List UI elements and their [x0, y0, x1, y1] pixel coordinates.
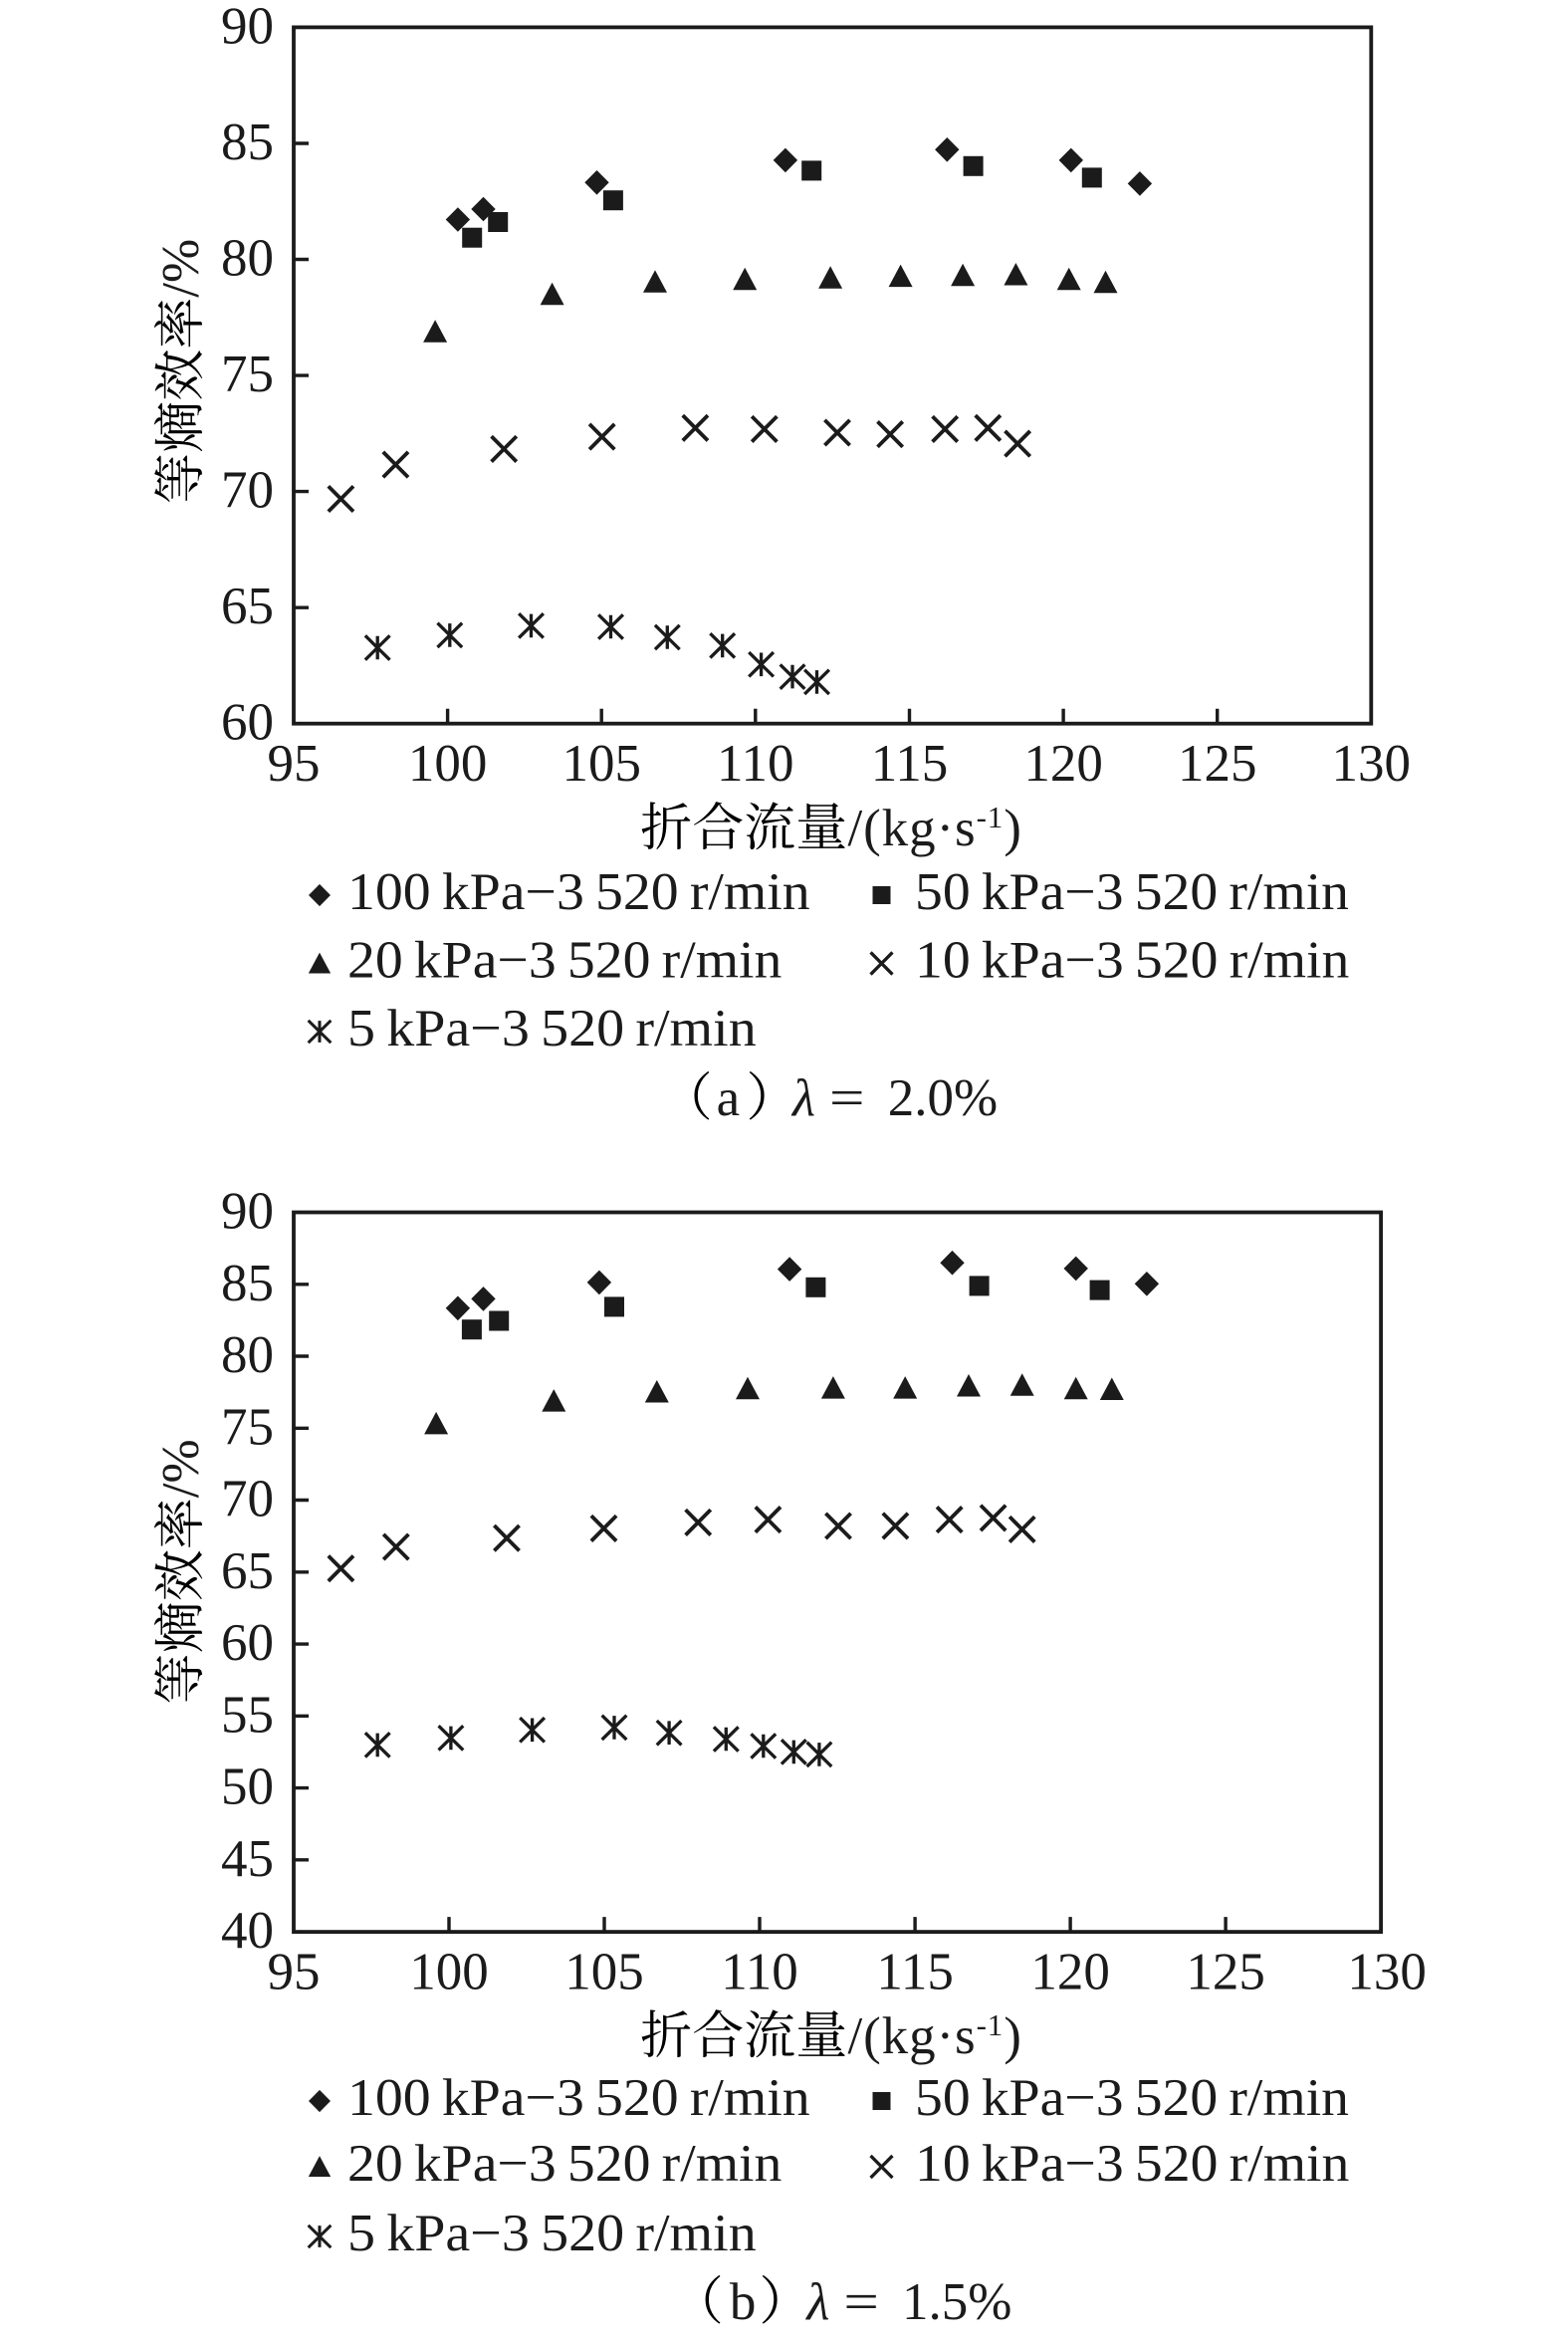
- svg-text:75: 75: [221, 1398, 274, 1456]
- svg-text:90: 90: [221, 1183, 274, 1241]
- svg-text:105: 105: [564, 1943, 644, 2000]
- svg-text:110: 110: [721, 1943, 798, 2000]
- svg-text:75: 75: [221, 346, 274, 403]
- svg-text:=: =: [829, 1069, 865, 1127]
- svg-text:70: 70: [221, 462, 274, 520]
- svg-text:115: 115: [871, 735, 949, 793]
- svg-text:80: 80: [221, 230, 274, 288]
- svg-text:80: 80: [221, 1326, 274, 1384]
- svg-text:85: 85: [221, 1255, 274, 1312]
- svg-text:/(kg·s-1): /(kg·s-1): [848, 800, 1022, 857]
- svg-text:85: 85: [221, 114, 274, 171]
- svg-text:20 kPa−3 520 r/min: 20 kPa−3 520 r/min: [347, 2135, 782, 2193]
- svg-text:50: 50: [221, 1758, 274, 1816]
- svg-text:100 kPa−3 520 r/min: 100 kPa−3 520 r/min: [347, 863, 810, 921]
- svg-text:10 kPa−3 520 r/min: 10 kPa−3 520 r/min: [915, 932, 1349, 990]
- svg-text:130: 130: [1332, 735, 1412, 793]
- svg-text:125: 125: [1178, 735, 1257, 793]
- svg-text:50 kPa−3 520 r/min: 50 kPa−3 520 r/min: [915, 863, 1349, 921]
- svg-text:1.5%: 1.5%: [902, 2273, 1011, 2331]
- svg-text:55: 55: [221, 1686, 274, 1744]
- svg-text:20 kPa−3 520 r/min: 20 kPa−3 520 r/min: [347, 932, 782, 990]
- svg-text:105: 105: [561, 735, 641, 793]
- svg-text:60: 60: [221, 694, 274, 752]
- svg-text:5 kPa−3 520 r/min: 5 kPa−3 520 r/min: [347, 1000, 757, 1057]
- svg-text:60: 60: [221, 1614, 274, 1672]
- svg-text:125: 125: [1186, 1943, 1265, 2000]
- svg-text:/%: /%: [152, 1439, 210, 1498]
- svg-text:120: 120: [1030, 1943, 1110, 2000]
- svg-text:a: a: [717, 1069, 741, 1127]
- svg-text:40: 40: [221, 1902, 274, 1960]
- svg-text:λ: λ: [804, 2273, 829, 2331]
- svg-text:115: 115: [876, 1943, 954, 2000]
- svg-text:=: =: [843, 2273, 879, 2331]
- svg-text:/(kg·s-1): /(kg·s-1): [848, 2007, 1022, 2065]
- svg-text:10 kPa−3 520 r/min: 10 kPa−3 520 r/min: [915, 2135, 1349, 2193]
- svg-text:70: 70: [221, 1471, 274, 1528]
- svg-text:95: 95: [268, 1943, 321, 2000]
- svg-text:b: b: [730, 2273, 757, 2331]
- svg-text:65: 65: [221, 578, 274, 635]
- svg-text:130: 130: [1347, 1943, 1427, 2000]
- svg-text:100: 100: [409, 1943, 489, 2000]
- svg-text:5 kPa−3 520 r/min: 5 kPa−3 520 r/min: [347, 2205, 757, 2262]
- svg-text:100: 100: [408, 735, 488, 793]
- svg-text:90: 90: [221, 0, 274, 55]
- svg-text:110: 110: [717, 735, 794, 793]
- svg-text:45: 45: [221, 1830, 274, 1888]
- svg-text:/%: /%: [152, 239, 210, 298]
- svg-text:95: 95: [268, 735, 321, 793]
- svg-text:120: 120: [1023, 735, 1103, 793]
- svg-text:65: 65: [221, 1542, 274, 1600]
- svg-text:50 kPa−3 520 r/min: 50 kPa−3 520 r/min: [915, 2069, 1349, 2127]
- svg-text:λ: λ: [790, 1069, 815, 1127]
- svg-text:2.0%: 2.0%: [888, 1069, 998, 1127]
- svg-text:100 kPa−3 520 r/min: 100 kPa−3 520 r/min: [347, 2069, 810, 2127]
